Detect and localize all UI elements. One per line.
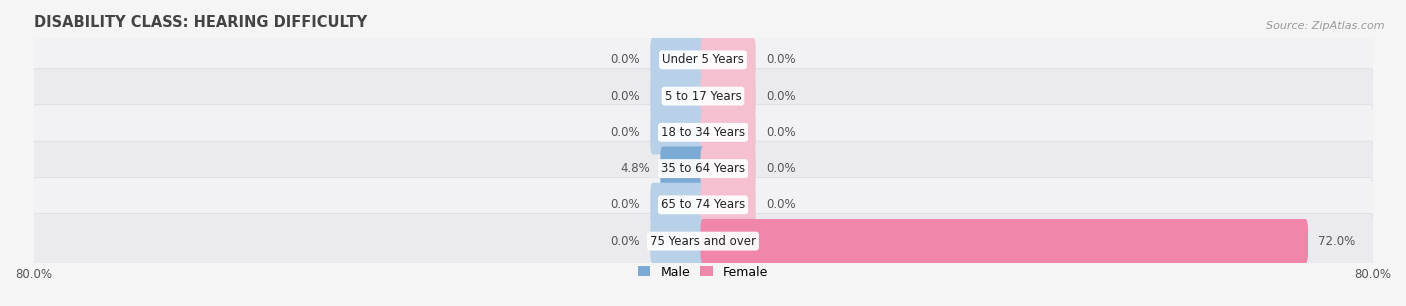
Text: 0.0%: 0.0%	[766, 198, 796, 211]
FancyBboxPatch shape	[661, 147, 706, 191]
FancyBboxPatch shape	[700, 38, 755, 82]
FancyBboxPatch shape	[32, 141, 1374, 196]
Text: 0.0%: 0.0%	[610, 53, 640, 66]
Text: 0.0%: 0.0%	[610, 126, 640, 139]
FancyBboxPatch shape	[32, 32, 1374, 88]
FancyBboxPatch shape	[651, 219, 706, 263]
FancyBboxPatch shape	[651, 110, 706, 155]
Text: 75 Years and over: 75 Years and over	[650, 235, 756, 248]
FancyBboxPatch shape	[700, 219, 1308, 263]
Text: 0.0%: 0.0%	[766, 126, 796, 139]
FancyBboxPatch shape	[32, 177, 1374, 232]
Text: 18 to 34 Years: 18 to 34 Years	[661, 126, 745, 139]
FancyBboxPatch shape	[32, 105, 1374, 160]
FancyBboxPatch shape	[32, 214, 1374, 269]
Text: 0.0%: 0.0%	[766, 53, 796, 66]
Legend: Male, Female: Male, Female	[633, 261, 773, 284]
FancyBboxPatch shape	[700, 74, 755, 118]
FancyBboxPatch shape	[700, 147, 755, 191]
FancyBboxPatch shape	[651, 183, 706, 227]
Text: 0.0%: 0.0%	[766, 90, 796, 103]
FancyBboxPatch shape	[651, 74, 706, 118]
Text: 0.0%: 0.0%	[610, 90, 640, 103]
Text: DISABILITY CLASS: HEARING DIFFICULTY: DISABILITY CLASS: HEARING DIFFICULTY	[34, 15, 367, 30]
FancyBboxPatch shape	[700, 183, 755, 227]
Text: 0.0%: 0.0%	[610, 198, 640, 211]
Text: 65 to 74 Years: 65 to 74 Years	[661, 198, 745, 211]
FancyBboxPatch shape	[700, 110, 755, 155]
Text: Source: ZipAtlas.com: Source: ZipAtlas.com	[1267, 21, 1385, 32]
Text: 0.0%: 0.0%	[766, 162, 796, 175]
Text: 5 to 17 Years: 5 to 17 Years	[665, 90, 741, 103]
Text: Under 5 Years: Under 5 Years	[662, 53, 744, 66]
Text: 35 to 64 Years: 35 to 64 Years	[661, 162, 745, 175]
FancyBboxPatch shape	[651, 38, 706, 82]
Text: 72.0%: 72.0%	[1317, 235, 1355, 248]
Text: 0.0%: 0.0%	[610, 235, 640, 248]
Text: 4.8%: 4.8%	[620, 162, 651, 175]
FancyBboxPatch shape	[32, 69, 1374, 124]
